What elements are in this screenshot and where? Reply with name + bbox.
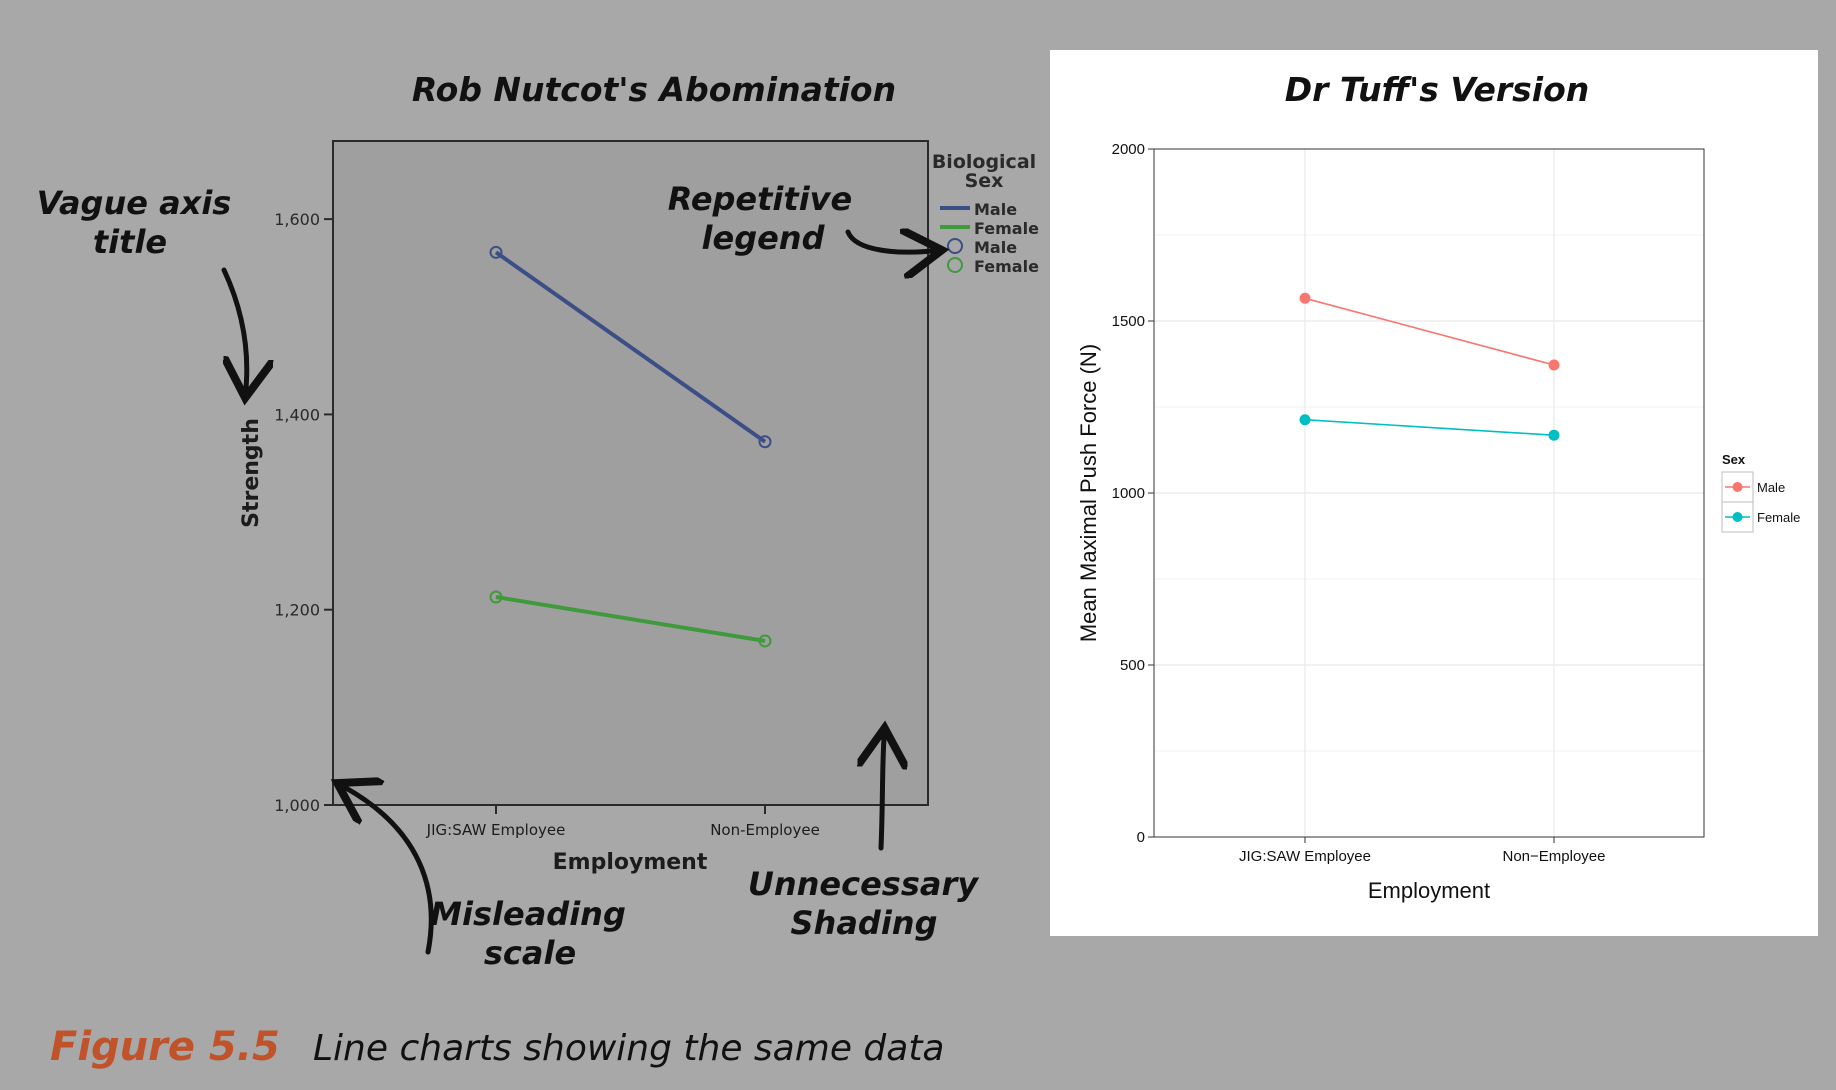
right-legend-male-key-dot <box>1732 482 1743 492</box>
left-legend-entry-male-marker: Male <box>974 238 1017 257</box>
annotation-unnecessary-shading-line2: Shading <box>791 904 938 942</box>
left-plot-area <box>332 140 929 806</box>
left-y-axis-label: Strength <box>239 418 264 528</box>
figure-caption: Figure 5.5 Line charts showing the same … <box>50 1024 945 1070</box>
right-legend-entry-male: Male <box>1757 480 1785 495</box>
left-data-point <box>758 634 772 648</box>
left-y-tick-label: 1,000 <box>274 796 320 815</box>
left-legend-entry-female-line: Female <box>974 219 1039 238</box>
left-y-tick-label: 1,600 <box>274 210 320 229</box>
right-chart-title: Dr Tuff's Version <box>1285 70 1590 109</box>
right-legend: Sex Male Female <box>1721 452 1800 533</box>
right-chart: Dr Tuff's Version 0 500 1000 1500 2000 JIG:S… <box>1050 50 1818 936</box>
right-data-point <box>1299 292 1311 304</box>
annotation-misleading-scale-line2: scale <box>484 934 576 972</box>
left-x-axis: JIG:SAW Employee Non-Employee <box>426 805 820 839</box>
left-series-line-male <box>494 250 767 444</box>
left-legend-entry-male-line: Male <box>974 200 1017 219</box>
right-legend-female-key-dot <box>1732 512 1743 522</box>
left-legend-title-line2: Sex <box>965 170 1004 192</box>
figure-label: Figure 5.5 <box>50 1024 280 1070</box>
right-y-axis: 0 500 1000 1500 2000 <box>1112 141 1154 846</box>
annotation-misleading-scale: Misleading scale <box>346 788 626 972</box>
figure-caption-text: Line charts showing the same data <box>313 1028 945 1069</box>
right-data-point <box>1548 359 1560 371</box>
left-series-line-female <box>495 595 766 643</box>
right-data-point <box>1299 414 1311 426</box>
left-legend-entry-female-marker: Female <box>974 257 1039 276</box>
left-legend-male-marker-key <box>947 238 963 254</box>
left-x-tick-label: Non-Employee <box>710 821 820 839</box>
left-y-tick-label: 1,400 <box>274 405 320 424</box>
annotation-vague-axis: Vague axis title <box>37 184 247 388</box>
right-x-axis-label: Employment <box>1368 878 1490 903</box>
annotation-misleading-scale-line1: Misleading <box>430 895 626 933</box>
right-y-tick-label: 1000 <box>1112 485 1145 502</box>
right-x-tick-label: JIG:SAW Employee <box>1239 848 1371 865</box>
right-data-point <box>1548 429 1560 441</box>
left-legend-title-line1: Biological <box>932 151 1036 173</box>
left-data-point <box>489 590 503 604</box>
right-x-axis: JIG:SAW Employee Non−Employee <box>1239 837 1605 865</box>
left-series-layer <box>489 245 772 648</box>
right-y-axis-label: Mean Maximal Push Force (N) <box>1076 344 1101 642</box>
left-y-axis: 1,000 1,200 1,400 1,600 <box>274 210 333 815</box>
right-y-tick-label: 0 <box>1137 829 1145 846</box>
right-y-tick-label: 2000 <box>1112 141 1145 158</box>
right-legend-entry-female: Female <box>1757 510 1800 525</box>
annotation-vague-axis-line2: title <box>93 223 167 261</box>
annotation-repetitive-legend-arrow <box>845 232 932 252</box>
left-chart: Rob Nutcot's Abomination 1,000 1,200 1,400… <box>239 70 1039 875</box>
right-x-tick-label: Non−Employee <box>1503 848 1606 865</box>
left-chart-title: Rob Nutcot's Abomination <box>412 70 896 109</box>
right-y-tick-label: 1500 <box>1112 313 1145 330</box>
right-legend-title: Sex <box>1722 452 1746 467</box>
right-y-tick-label: 500 <box>1120 657 1145 674</box>
annotation-repetitive-legend: Repetitive legend <box>668 180 932 257</box>
annotation-repetitive-legend-line2: legend <box>702 219 826 257</box>
left-x-tick-label: JIG:SAW Employee <box>426 821 566 839</box>
left-data-point <box>758 435 772 449</box>
annotation-unnecessary-shading: Unnecessary Shading <box>748 738 979 942</box>
annotation-vague-axis-arrow <box>224 267 247 388</box>
left-legend-female-marker-key <box>947 257 963 273</box>
annotation-repetitive-legend-line1: Repetitive <box>668 180 852 218</box>
annotation-unnecessary-shading-line1: Unnecessary <box>748 865 979 903</box>
left-x-axis-label: Employment <box>553 850 708 875</box>
left-legend: Biological Sex Male Female Male Female <box>932 151 1039 276</box>
right-series-line-male <box>1304 297 1555 366</box>
left-y-tick-label: 1,200 <box>274 601 320 620</box>
annotation-unnecessary-shading-arrow <box>881 738 884 851</box>
annotation-misleading-scale-arrow <box>346 788 434 955</box>
annotation-vague-axis-line1: Vague axis <box>37 184 232 222</box>
right-series-line-female <box>1304 418 1555 437</box>
left-data-point <box>489 245 503 259</box>
right-series-layer <box>1299 292 1560 441</box>
